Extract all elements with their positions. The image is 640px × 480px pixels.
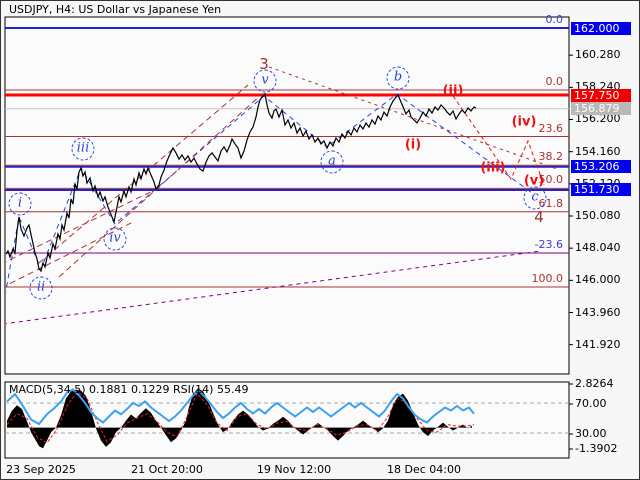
fib-label-23.6: 23.6 — [538, 121, 564, 135]
fib-label-38.2: 38.2 — [538, 150, 564, 164]
time-axis-label: 19 Nov 12:00 — [256, 463, 332, 476]
red-projection-zigzag — [452, 95, 545, 186]
red-channel-2 — [38, 84, 249, 264]
wave-label-iv: (iv) — [511, 114, 537, 130]
price-tick-label: 154.160 — [575, 144, 621, 158]
wave-label-iv: iv — [103, 227, 127, 251]
indicator-title: MACD(5,34,5) 0.1881 0.1229 RSI(14) 55.49 — [9, 383, 249, 396]
price-tick-label: 146.000 — [575, 273, 621, 287]
price-badge-157.750: 157.750 — [571, 88, 631, 102]
panel-scale-label: 2.8264 — [575, 377, 614, 390]
wave-label-c: c — [523, 186, 547, 210]
price-tick-label: 156.200 — [575, 112, 621, 126]
time-axis-label: 18 Dec 04:00 — [387, 463, 461, 476]
fib-label-0.0: 0.0 — [545, 75, 564, 88]
wave-label-3: 3 — [259, 55, 269, 73]
fib-label-100.0: 100.0 — [531, 271, 564, 285]
panel-scale-label: 70.00 — [575, 397, 607, 410]
red-trend-projection — [268, 66, 558, 170]
price-badge-153.206: 153.206 — [571, 160, 631, 174]
main-plot-area[interactable] — [4, 16, 570, 375]
macd-histogram — [7, 388, 472, 449]
wave-label-ii: ii — [29, 276, 53, 300]
rsi-line — [6, 388, 475, 426]
purple-trendline — [6, 250, 542, 325]
wave-label-ii: (ii) — [442, 83, 464, 99]
red-channel-3 — [58, 94, 262, 278]
fib-blue-label-0.0: 0.0 — [545, 13, 564, 27]
price-tick-label: 150.080 — [575, 208, 621, 222]
chart-title: USDJPY, H4: US Dollar vs Japanese Yen — [9, 3, 222, 16]
wave-label-v: (v) — [523, 173, 545, 189]
time-axis-label: 23 Sep 2025 — [6, 463, 76, 476]
price-badge-156.879: 156.879 — [571, 102, 631, 116]
wave-label-4: 4 — [534, 208, 544, 226]
fib-label-50.0: 50.0 — [538, 173, 564, 187]
panel-scale-label: -1.3902 — [575, 442, 618, 455]
macd-signal-line — [6, 391, 475, 444]
price-tick-label: 141.920 — [575, 337, 621, 351]
wave-label-i: (i) — [404, 137, 422, 153]
price-badge-162.000: 162.000 — [571, 21, 631, 35]
wave-label-iii: iii — [71, 137, 95, 161]
wave-label-i: i — [8, 192, 32, 216]
wave-label-iii: (iii) — [480, 160, 506, 176]
fib-blue-label--23.6: -23.6 — [534, 238, 563, 252]
price-badge-151.730: 151.730 — [571, 183, 631, 197]
wave-label-a: a — [320, 150, 344, 174]
wave-label-b: b — [386, 66, 410, 90]
price-line — [6, 92, 477, 273]
elliott-blue-zigzag — [6, 93, 533, 294]
price-tick-label: 143.960 — [575, 305, 621, 319]
time-axis-label: 21 Oct 20:00 — [131, 463, 203, 476]
wave-label-v: v — [253, 69, 277, 93]
price-tick-label: 160.280 — [575, 48, 621, 62]
panel-scale-label: 30.00 — [575, 427, 607, 440]
price-tick-label: 148.040 — [575, 241, 621, 255]
